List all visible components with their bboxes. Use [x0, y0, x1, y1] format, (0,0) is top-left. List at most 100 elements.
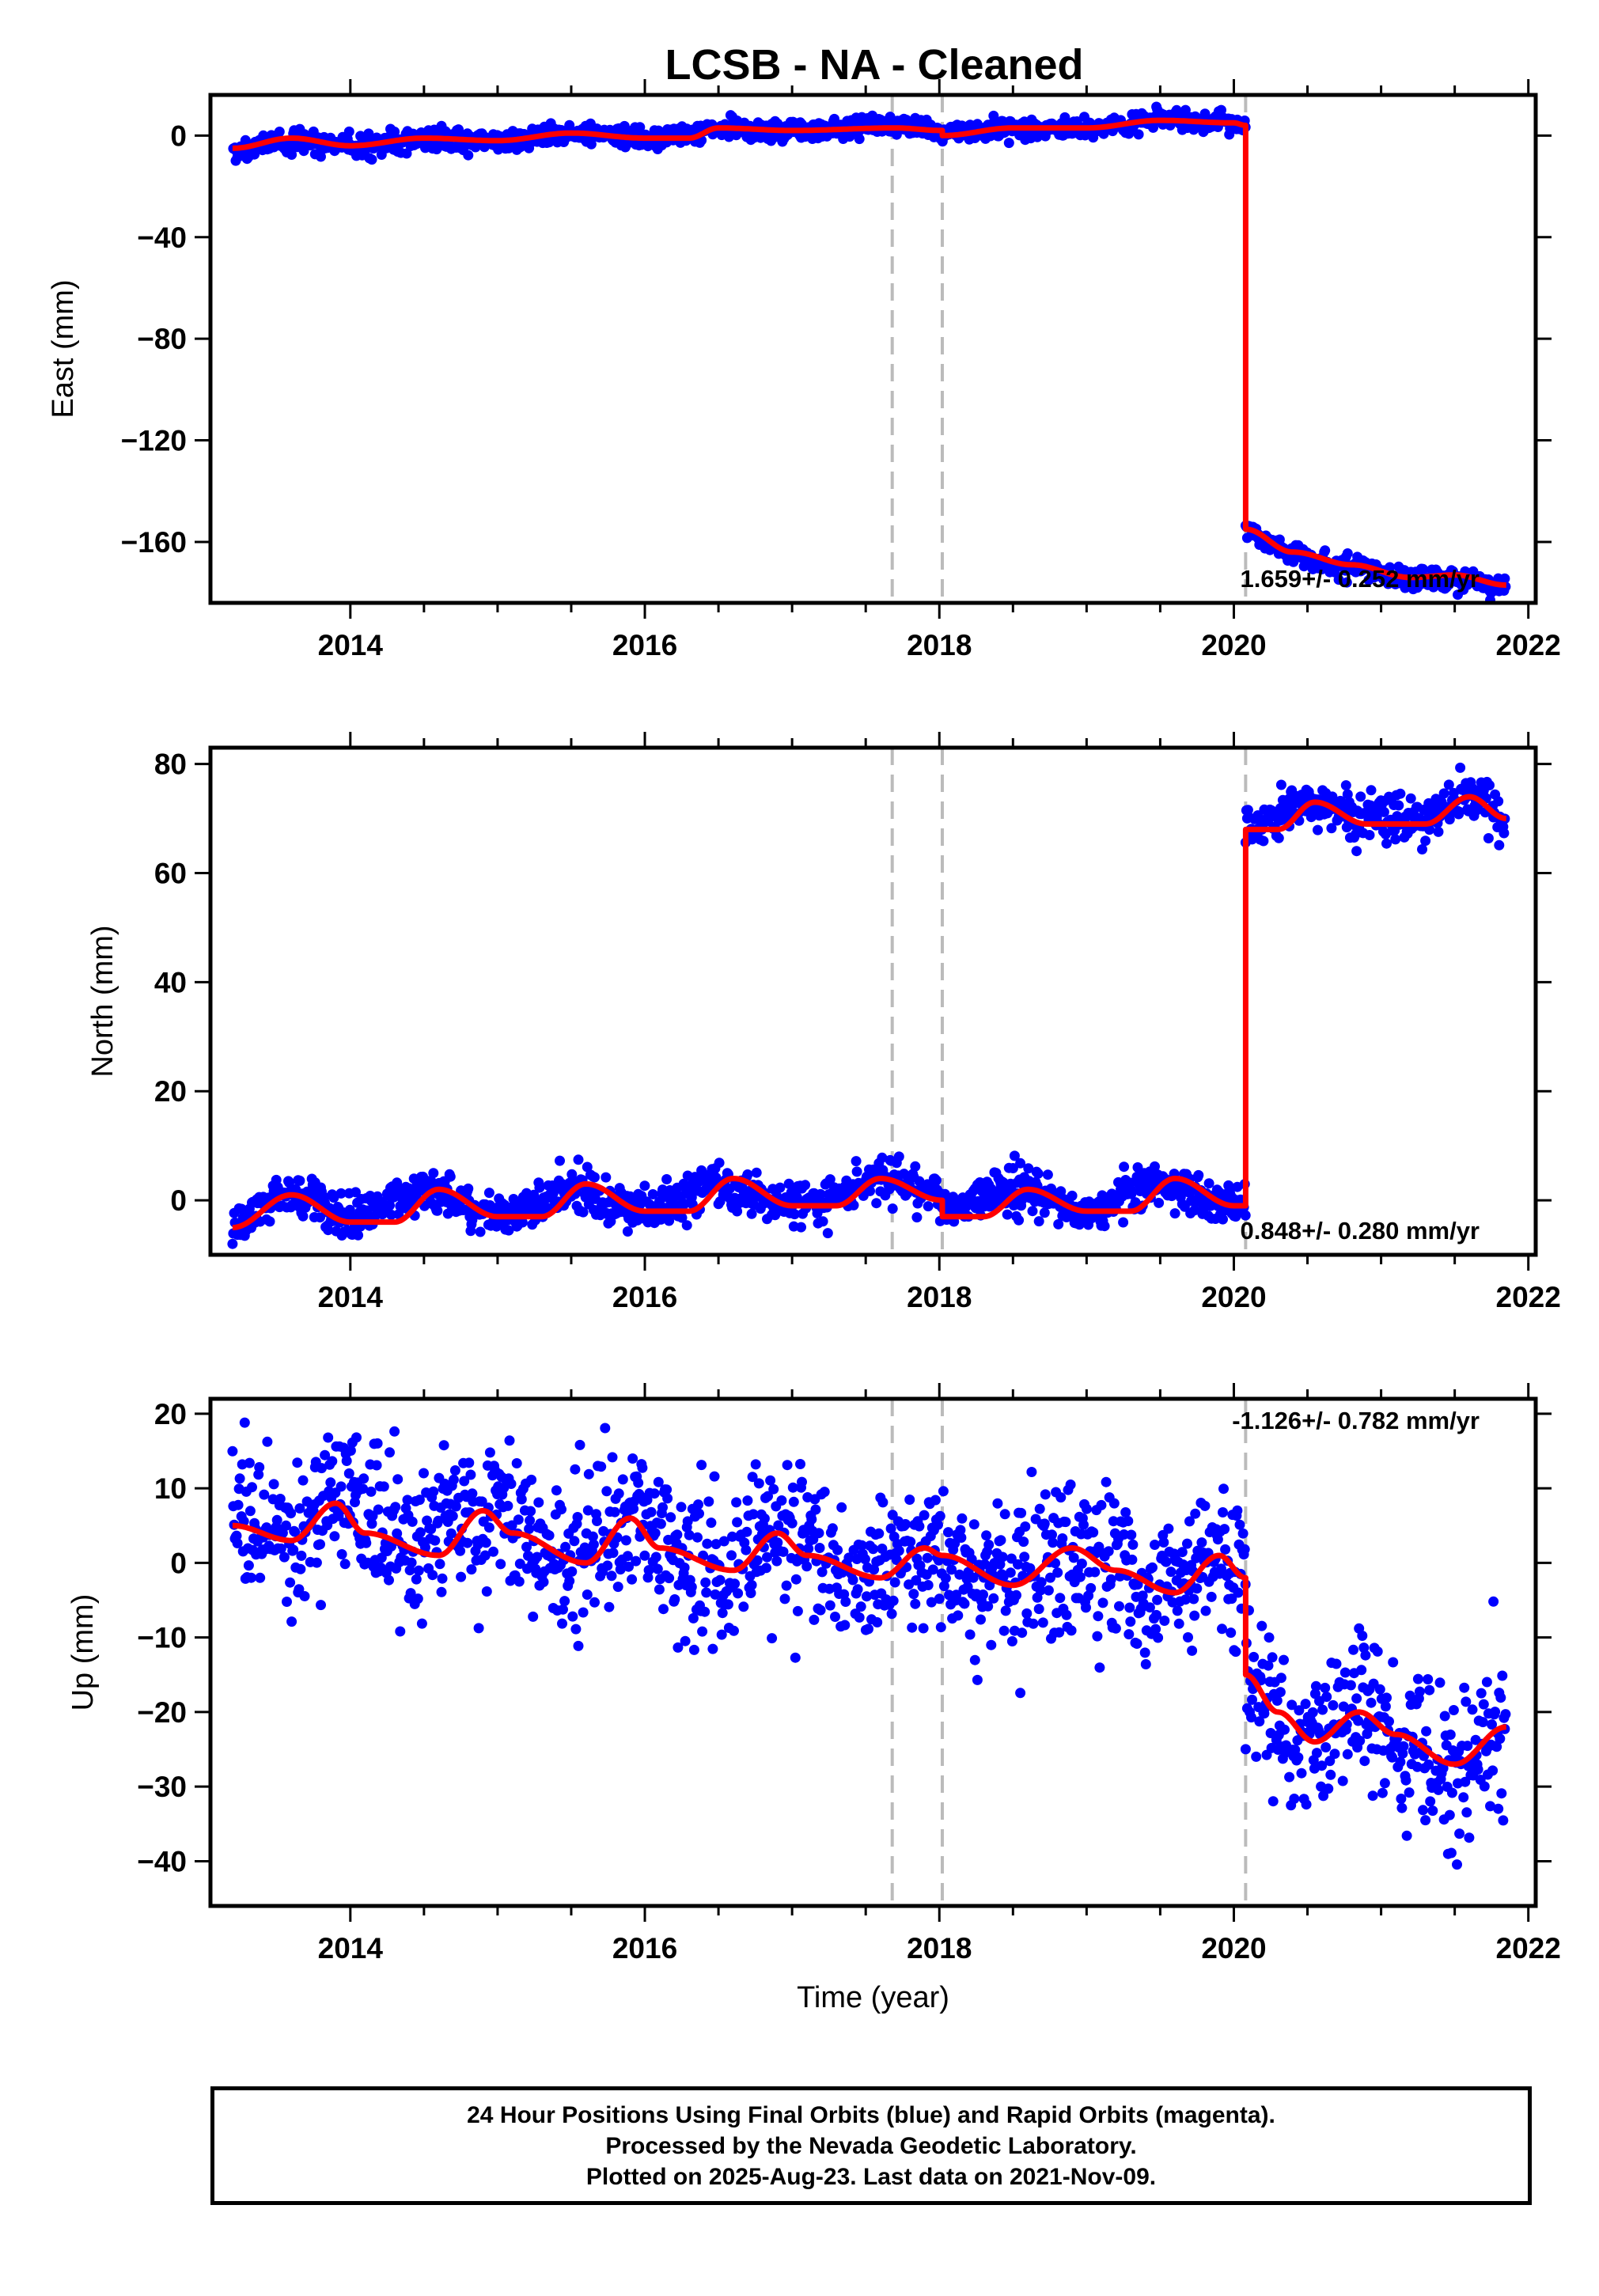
data-point — [1048, 1537, 1059, 1548]
data-point — [456, 1571, 467, 1582]
data-point — [1423, 1674, 1434, 1684]
data-point — [1251, 1751, 1262, 1762]
data-point — [803, 1543, 814, 1554]
data-point — [274, 127, 285, 137]
data-point — [911, 1212, 923, 1223]
data-point — [339, 1559, 350, 1570]
data-point — [589, 1172, 600, 1183]
data-point — [918, 1623, 929, 1634]
data-point — [588, 1539, 599, 1550]
data-point — [475, 1226, 486, 1237]
data-point — [1360, 1650, 1371, 1661]
data-point — [587, 1531, 598, 1542]
data-point — [511, 1458, 522, 1468]
data-point — [1258, 835, 1269, 847]
data-point — [786, 1517, 798, 1529]
data-point — [551, 1485, 562, 1496]
data-point — [255, 1572, 266, 1583]
y-tick-label: −160 — [121, 526, 187, 559]
data-point — [930, 1495, 941, 1506]
data-point — [664, 1215, 675, 1226]
data-point — [676, 1212, 688, 1223]
data-point — [1040, 1489, 1051, 1500]
data-point — [1125, 1616, 1136, 1627]
data-point — [639, 1550, 650, 1561]
data-point — [1487, 1765, 1499, 1776]
data-point — [1054, 1627, 1065, 1638]
data-point — [1461, 1807, 1472, 1818]
data-point — [836, 1502, 847, 1513]
data-point — [1184, 1516, 1195, 1527]
y-axis-title: Up (mm) — [66, 1594, 100, 1711]
data-point — [555, 1155, 565, 1166]
data-point — [433, 1515, 444, 1526]
x-tick-label: 2018 — [907, 1281, 972, 1313]
data-point — [832, 1544, 843, 1555]
data-point — [1120, 1507, 1131, 1517]
data-point — [361, 1537, 372, 1548]
data-point — [516, 1494, 527, 1505]
data-point — [746, 1208, 757, 1219]
x-tick-label: 2020 — [1201, 629, 1266, 661]
data-point — [714, 1157, 725, 1169]
data-point — [904, 1495, 915, 1505]
x-tick-label: 2014 — [318, 629, 384, 661]
data-point — [1119, 1529, 1130, 1540]
data-point — [386, 1209, 396, 1220]
data-point — [336, 1549, 347, 1559]
data-point — [1212, 1534, 1223, 1545]
data-point — [1396, 1794, 1407, 1804]
data-point — [1188, 1593, 1199, 1605]
data-point — [1019, 1552, 1030, 1563]
data-point — [926, 1597, 937, 1608]
data-point — [378, 1481, 389, 1492]
data-point — [358, 1473, 369, 1484]
data-point — [488, 1546, 498, 1557]
y-tick-label: 20 — [154, 1398, 187, 1430]
data-point — [1183, 1632, 1193, 1642]
data-point — [888, 1595, 899, 1606]
data-point — [1318, 1790, 1329, 1802]
y-tick-label: 20 — [154, 1075, 187, 1108]
data-point — [911, 1575, 922, 1586]
data-point — [790, 1574, 801, 1585]
data-point — [1086, 1582, 1097, 1593]
data-point — [1477, 1717, 1488, 1728]
data-point — [1219, 1524, 1230, 1535]
data-point — [1033, 1168, 1044, 1179]
footer-line-3: Plotted on 2025-Aug-23. Last data on 202… — [585, 2163, 1157, 2190]
data-point — [432, 1205, 443, 1216]
data-point — [1462, 1741, 1473, 1752]
data-point — [1057, 1533, 1068, 1544]
data-point — [329, 1531, 340, 1542]
data-point — [665, 1512, 676, 1523]
y-tick-label: −10 — [137, 1622, 187, 1654]
data-point — [1028, 1618, 1039, 1629]
data-point — [978, 1589, 988, 1600]
data-point — [459, 1476, 470, 1487]
data-point — [1218, 1507, 1228, 1517]
data-point — [1341, 577, 1352, 588]
data-point — [627, 1453, 638, 1464]
data-point — [1321, 1742, 1332, 1752]
data-point — [481, 1586, 492, 1597]
data-point — [1099, 1221, 1110, 1232]
data-point — [957, 1513, 968, 1524]
data-point — [358, 1483, 369, 1495]
data-point — [1021, 1608, 1033, 1619]
data-point — [508, 1194, 519, 1204]
data-point — [343, 1468, 354, 1479]
data-point — [1060, 1517, 1071, 1528]
data-point — [1189, 1610, 1200, 1621]
data-point — [649, 1488, 660, 1499]
data-point — [525, 1515, 536, 1526]
data-point — [1074, 1571, 1086, 1582]
data-point — [1434, 1677, 1446, 1688]
data-point — [1472, 1764, 1483, 1775]
data-point — [1454, 1828, 1465, 1839]
data-point — [1009, 1150, 1020, 1161]
data-point — [502, 1500, 513, 1511]
data-point — [1226, 1593, 1237, 1605]
data-point — [731, 1497, 742, 1508]
data-point — [521, 1541, 532, 1552]
